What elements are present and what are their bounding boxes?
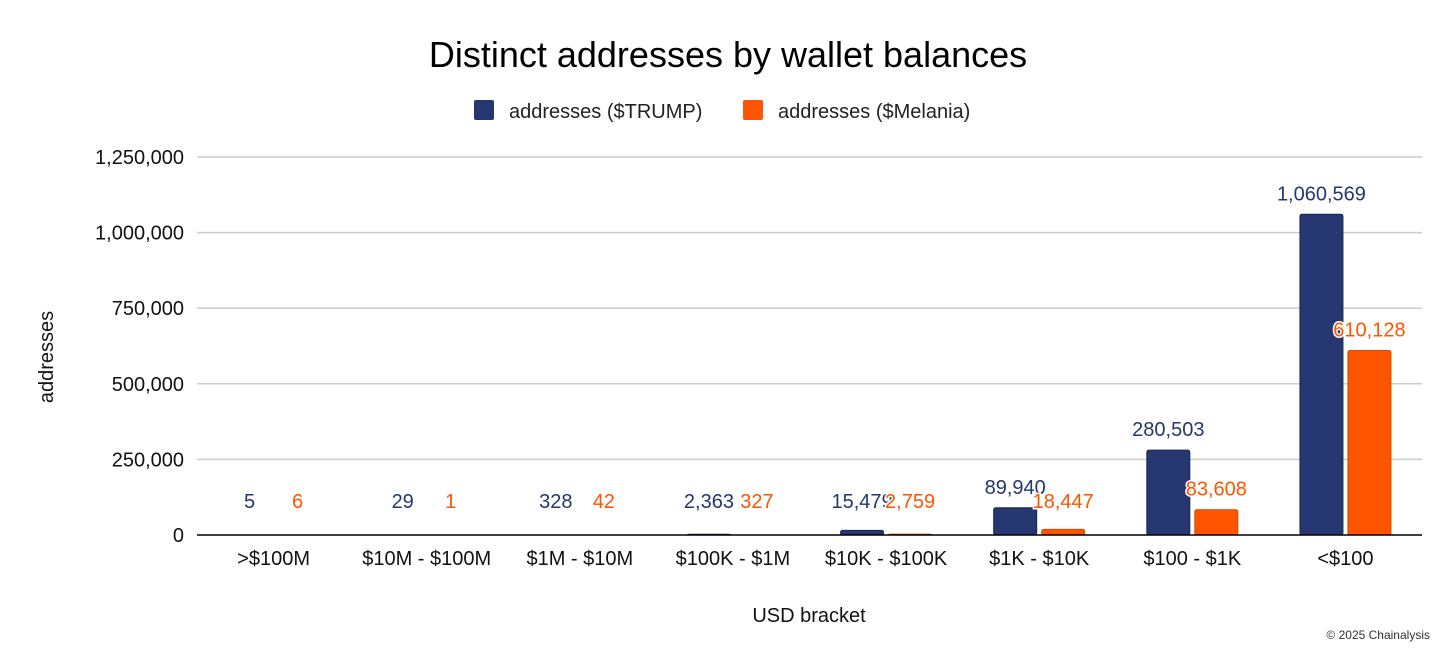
bar-trump	[993, 507, 1038, 536]
data-label-trump: 328	[539, 491, 572, 513]
data-label-trump: 89,940	[985, 477, 1046, 499]
bar-melania	[1194, 509, 1239, 536]
y-tick-label: 0	[173, 525, 184, 547]
bar-trump	[1146, 449, 1191, 536]
y-axis-title: addresses	[36, 311, 58, 403]
x-tick-label: <$100	[1317, 548, 1373, 570]
data-label-trump: 29	[392, 491, 414, 513]
data-label-trump: 280,503	[1132, 419, 1204, 441]
bar-melania	[1347, 349, 1392, 536]
y-axis-ticks: 0 250,000 500,000 750,000 1,000,000 1,250,000	[95, 147, 184, 547]
bar-melania	[1041, 528, 1086, 536]
x-tick-label: $1M - $10M	[526, 548, 633, 570]
chart-title: Distinct addresses by wallet balances	[429, 34, 1027, 75]
legend-swatch-melania	[743, 100, 763, 120]
y-tick-label: 250,000	[112, 449, 184, 471]
y-tick-label: 750,000	[112, 298, 184, 320]
x-tick-label: $1K - $10K	[989, 548, 1090, 570]
gridlines	[197, 156, 1422, 461]
data-label-melania: 610,128	[1333, 319, 1405, 341]
x-axis-title: USD bracket	[752, 605, 866, 627]
data-label-trump: 5	[244, 491, 255, 513]
legend: addresses ($TRUMP) addresses ($Melania)	[474, 100, 970, 123]
x-tick-label: $10M - $100M	[362, 548, 491, 570]
data-label-melania: 6	[292, 491, 303, 513]
y-tick-label: 1,250,000	[95, 147, 184, 169]
legend-label-trump: addresses ($TRUMP)	[509, 101, 702, 123]
data-label-trump: 15,479	[831, 491, 892, 513]
data-label-trump: 1,060,569	[1277, 183, 1366, 205]
x-tick-label: >$100M	[237, 548, 310, 570]
data-label-melania: 42	[593, 491, 615, 513]
x-axis-ticks: >$100M $10M - $100M $1M - $10M $100K - $1M $…	[237, 548, 1373, 570]
x-tick-label: $100K - $1M	[676, 548, 791, 570]
data-label-melania: 327	[740, 491, 773, 513]
data-label-melania: 1	[445, 491, 456, 513]
data-label-melania: 18,447	[1033, 491, 1094, 513]
legend-swatch-trump	[474, 100, 494, 120]
data-label-melania: 2,759	[885, 491, 935, 513]
y-tick-label: 500,000	[112, 374, 184, 396]
data-label-melania: 83,608	[1186, 479, 1247, 501]
copyright-credit: © 2025 Chainalysis	[1326, 628, 1430, 642]
x-tick-label: $10K - $100K	[825, 548, 948, 570]
legend-label-melania: addresses ($Melania)	[778, 101, 970, 123]
y-tick-label: 1,000,000	[95, 223, 184, 245]
data-label-trump: 2,363	[684, 491, 734, 513]
x-tick-label: $100 - $1K	[1143, 548, 1242, 570]
bar-trump	[1299, 213, 1344, 536]
